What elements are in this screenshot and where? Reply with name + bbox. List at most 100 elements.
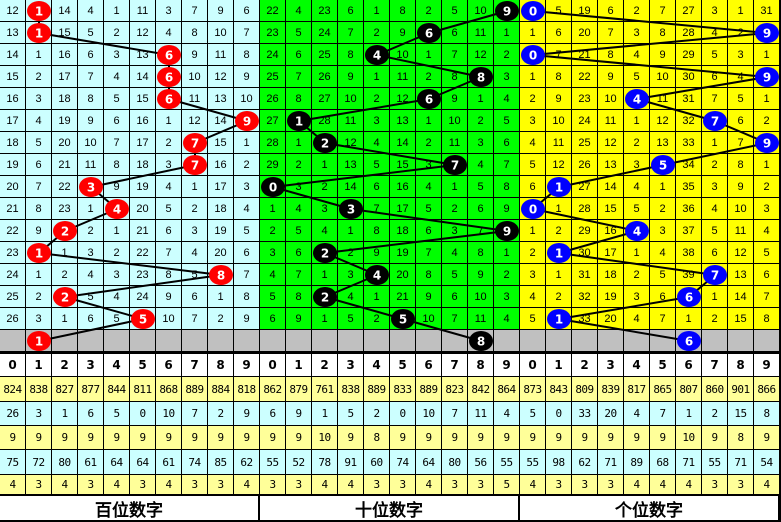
miss-count-cell: 3 (520, 110, 546, 132)
draw-ball: 0 (521, 1, 545, 21)
draw-ball: 7 (183, 155, 207, 175)
miss-count-cell: 25 (572, 132, 598, 154)
miss-count-cell: 9 (104, 176, 130, 198)
miss-count-cell: 7 (728, 132, 754, 154)
miss-count-cell: 14 (52, 0, 78, 22)
svg-text:5: 5 (139, 313, 147, 327)
draw-ball: 7 (703, 265, 727, 285)
stat-cell: 3 (182, 475, 208, 495)
svg-text:1: 1 (295, 115, 303, 129)
stat-cell: 55 (260, 450, 286, 475)
pending-row-cell (494, 330, 520, 352)
column-header-digit: 0 (260, 354, 286, 377)
miss-count-cell: 2 (78, 220, 104, 242)
miss-count-cell: 18 (52, 88, 78, 110)
miss-count-cell: 20 (130, 198, 156, 220)
stat-cell: 3 (78, 475, 104, 495)
stat-cell: 9 (130, 426, 156, 450)
miss-count-cell: 8 (364, 220, 390, 242)
miss-count-cell: 1 (234, 132, 260, 154)
miss-count-cell: 2 (416, 132, 442, 154)
draw-ball: 3 (79, 177, 103, 197)
miss-count-cell: 10 (156, 308, 182, 330)
miss-count-cell: 23 (572, 88, 598, 110)
miss-count-cell: 7 (156, 242, 182, 264)
miss-count-cell: 22 (52, 176, 78, 198)
stat-cell: 4 (104, 475, 130, 495)
panel-label: 十位数字 (260, 496, 520, 521)
svg-text:3: 3 (347, 203, 355, 217)
miss-count-cell: 8 (234, 44, 260, 66)
miss-count-cell: 7 (104, 132, 130, 154)
miss-count-cell: 6 (546, 22, 572, 44)
stat-cell: 4 (312, 475, 338, 495)
miss-count-cell: 9 (208, 0, 234, 22)
column-header-digit: 3 (338, 354, 364, 377)
stat-cell: 5 (494, 475, 520, 495)
miss-count-cell: 17 (52, 66, 78, 88)
column-header-digit: 5 (390, 354, 416, 377)
stat-cell: 74 (390, 450, 416, 475)
miss-count-cell: 1 (52, 308, 78, 330)
stat-cell: 4 (0, 475, 26, 495)
miss-count-cell: 7 (182, 0, 208, 22)
stat-cell: 64 (130, 450, 156, 475)
pending-row-cell (338, 330, 364, 352)
miss-count-cell: 10 (338, 88, 364, 110)
draw-ball: 9 (495, 221, 519, 241)
draw-ball: 8 (209, 265, 233, 285)
stat-cell: 7 (182, 402, 208, 426)
miss-count-cell: 1 (754, 44, 780, 66)
column-header-digit: 9 (234, 354, 260, 377)
draw-ball: 3 (339, 199, 363, 219)
miss-count-cell: 3 (26, 88, 52, 110)
miss-count-cell: 7 (78, 66, 104, 88)
stat-cell: 64 (104, 450, 130, 475)
miss-count-cell: 1 (26, 44, 52, 66)
miss-count-cell: 6 (338, 0, 364, 22)
draw-ball: 2 (313, 133, 337, 153)
miss-count-cell: 22 (0, 220, 26, 242)
miss-count-cell: 2 (260, 220, 286, 242)
svg-text:1: 1 (555, 313, 563, 327)
stat-cell: 3 (260, 475, 286, 495)
miss-count-cell: 26 (0, 308, 26, 330)
stat-cell: 3 (130, 475, 156, 495)
pending-row-cell (52, 330, 78, 352)
trend-line-segment (324, 296, 404, 320)
miss-count-cell: 11 (468, 22, 494, 44)
miss-count-cell: 20 (0, 176, 26, 198)
miss-count-cell: 6 (416, 220, 442, 242)
miss-count-cell: 2 (728, 22, 754, 44)
pending-row-cell (208, 330, 234, 352)
pending-row-cell (390, 330, 416, 352)
stat-cell: 62 (234, 450, 260, 475)
trend-line-segment (272, 164, 456, 188)
svg-text:1: 1 (555, 247, 563, 261)
stat-cell: 10 (156, 402, 182, 426)
miss-count-cell: 28 (676, 22, 702, 44)
miss-count-cell: 4 (78, 0, 104, 22)
pending-row-cell (156, 330, 182, 352)
trend-line-segment (662, 142, 768, 166)
miss-count-cell: 3 (26, 308, 52, 330)
miss-count-cell: 1 (494, 22, 520, 44)
miss-count-cell: 3 (234, 176, 260, 198)
miss-count-cell: 29 (260, 154, 286, 176)
miss-count-cell: 16 (208, 154, 234, 176)
miss-count-cell: 1 (754, 88, 780, 110)
svg-text:0: 0 (529, 5, 537, 19)
miss-count-cell: 5 (156, 198, 182, 220)
svg-text:7: 7 (711, 115, 719, 129)
miss-count-cell: 6 (182, 286, 208, 308)
miss-count-cell: 30 (676, 66, 702, 88)
miss-count-cell: 1 (182, 176, 208, 198)
stat-cell: 889 (182, 377, 208, 402)
miss-count-cell: 25 (260, 66, 286, 88)
draw-ball: 9 (755, 23, 779, 43)
svg-text:2: 2 (61, 291, 69, 305)
miss-count-cell: 1 (312, 154, 338, 176)
miss-count-cell: 7 (494, 154, 520, 176)
miss-count-cell: 2 (104, 22, 130, 44)
miss-count-cell: 7 (338, 22, 364, 44)
